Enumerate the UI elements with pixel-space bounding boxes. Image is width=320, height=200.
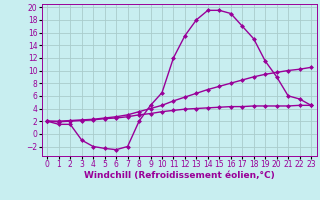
X-axis label: Windchill (Refroidissement éolien,°C): Windchill (Refroidissement éolien,°C) — [84, 171, 275, 180]
